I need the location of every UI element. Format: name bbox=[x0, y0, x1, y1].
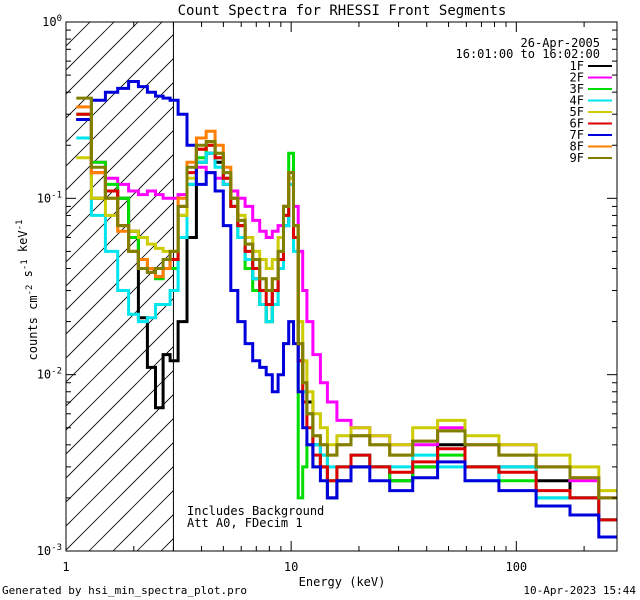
hatch-line bbox=[66, 394, 174, 503]
x-tick-label: 100 bbox=[505, 560, 527, 574]
legend-label-5F: 5F bbox=[570, 105, 584, 119]
legend-label-9F: 9F bbox=[570, 151, 584, 165]
y-tick-label: 10-2 bbox=[37, 367, 62, 382]
hatch-line bbox=[66, 82, 174, 191]
plot-frame bbox=[65, 21, 618, 552]
hatch-line bbox=[66, 250, 174, 359]
footer-timestamp: 10-Apr-2023 15:44 bbox=[523, 584, 636, 597]
hatch-line bbox=[66, 22, 163, 119]
y-axis-label: counts cm-2 s-1 keV-1 bbox=[15, 220, 40, 361]
hatch-line bbox=[66, 226, 174, 335]
hatch-line bbox=[66, 298, 174, 407]
legend-label-2F: 2F bbox=[570, 71, 584, 85]
series-line-9F bbox=[76, 96, 617, 500]
annotation-background: Includes Background bbox=[187, 504, 324, 518]
hatch-line bbox=[66, 274, 174, 383]
annotation-attenuator: Att A0, FDecim 1 bbox=[187, 516, 303, 530]
hatch-line bbox=[66, 58, 174, 167]
hatch-line bbox=[88, 466, 174, 551]
hatch-line bbox=[66, 202, 174, 311]
x-tick-label: 10 bbox=[284, 560, 298, 574]
y-tick-label: 100 bbox=[42, 14, 62, 29]
hatch-line bbox=[66, 418, 174, 527]
hatch-line bbox=[617, 22, 640, 551]
series-line-4F bbox=[76, 136, 617, 522]
hatch-line bbox=[66, 442, 174, 551]
series-line-7F bbox=[76, 80, 617, 539]
hatch-line bbox=[66, 370, 174, 479]
series-line-5F bbox=[76, 143, 617, 493]
time-range-label: 16:01:00 to 16:02:00 bbox=[456, 47, 601, 61]
legend-label-4F: 4F bbox=[570, 94, 584, 108]
chart-title: Count Spectra for RHESSI Front Segments bbox=[178, 3, 507, 19]
hatch-line bbox=[112, 490, 174, 551]
hatch-line bbox=[66, 106, 174, 215]
y-tick-label: 10-3 bbox=[37, 543, 62, 558]
hatch-line bbox=[66, 178, 174, 287]
legend-label-1F: 1F bbox=[570, 59, 584, 73]
x-axis-label: Energy (keV) bbox=[299, 575, 386, 589]
hatch-line bbox=[66, 22, 91, 47]
hatch-line bbox=[66, 34, 174, 143]
series-line-6F bbox=[76, 112, 617, 522]
legend-label-8F: 8F bbox=[570, 140, 584, 154]
hatch-line bbox=[66, 130, 174, 239]
x-tick-label: 1 bbox=[62, 560, 69, 574]
legend-label-6F: 6F bbox=[570, 117, 584, 131]
footer-generated-by: Generated by hsi_min_spectra_plot.pro bbox=[2, 584, 248, 597]
hatch-line bbox=[66, 346, 174, 455]
date-label: 26-Apr-2005 bbox=[521, 36, 600, 50]
y-tick-label: 10-1 bbox=[37, 190, 62, 205]
legend-label-3F: 3F bbox=[570, 82, 584, 96]
legend-label-7F: 7F bbox=[570, 128, 584, 142]
hatch-line bbox=[281, 22, 640, 551]
